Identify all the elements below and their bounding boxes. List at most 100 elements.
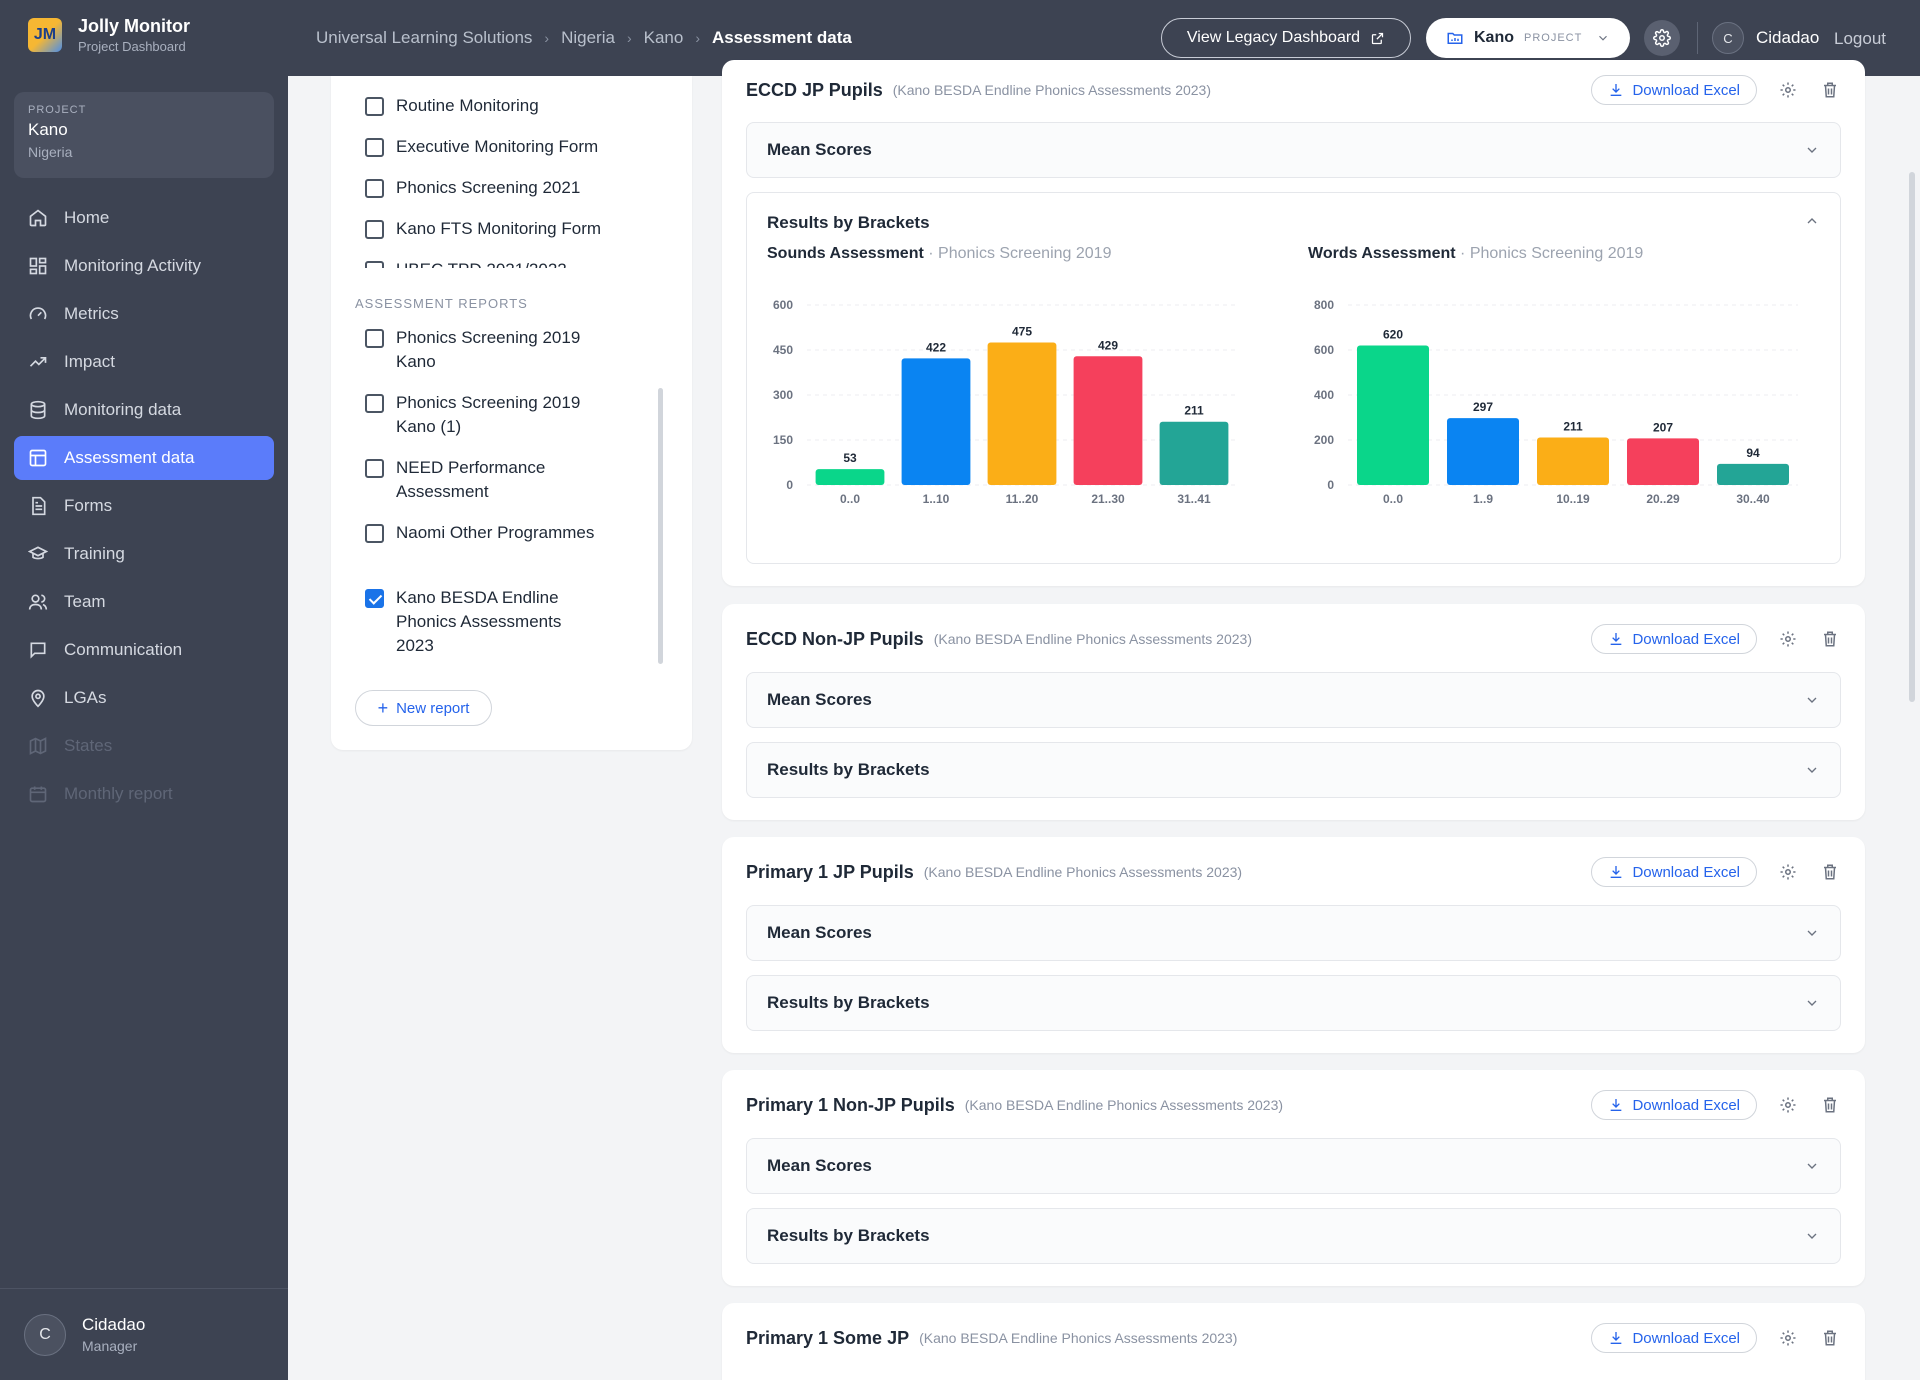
breadcrumb-item[interactable]: Kano [643, 28, 684, 47]
sidebar-item-impact[interactable]: Impact [14, 340, 274, 384]
sidebar-item-forms[interactable]: Forms [14, 484, 274, 528]
checkbox[interactable] [365, 394, 384, 413]
download-excel-button[interactable]: Download Excel [1591, 857, 1757, 887]
report-card: Primary 1 JP Pupils (Kano BESDA Endline … [722, 837, 1865, 1053]
checkbox[interactable] [365, 459, 384, 478]
sidebar-item-communication[interactable]: Communication [14, 628, 274, 672]
sidebar-item-label: Forms [64, 496, 113, 515]
logout-link[interactable]: Logout [1834, 29, 1886, 48]
accordion-mean-scores[interactable]: Mean Scores [746, 905, 1841, 961]
list-scrollbar[interactable] [658, 388, 663, 664]
report-checkbox-row[interactable]: Executive Monitoring Form [365, 135, 598, 159]
y-tick-label: 0 [786, 478, 793, 492]
x-tick-label: 11..20 [1006, 492, 1039, 506]
download-label: Download Excel [1632, 1096, 1740, 1114]
card-delete-button[interactable] [1819, 1327, 1841, 1349]
report-checkbox-row[interactable]: Routine Monitoring [365, 94, 539, 118]
accordion-mean-scores[interactable]: Mean Scores [746, 672, 1841, 728]
sidebar-item-label: Training [64, 544, 125, 563]
checkbox[interactable] [365, 261, 384, 268]
bar-value-label: 53 [843, 451, 857, 465]
legacy-button-label: View Legacy Dashboard [1186, 29, 1361, 46]
x-tick-label: 20..29 [1646, 492, 1680, 506]
download-excel-button[interactable]: Download Excel [1591, 624, 1757, 654]
bar [1627, 438, 1699, 485]
sidebar-item-monitoring-activity[interactable]: Monitoring Activity [14, 244, 274, 288]
checkbox[interactable] [365, 138, 384, 157]
report-label: Kano BESDA Endline Phonics Assessments 2… [396, 588, 562, 655]
card-settings-button[interactable] [1777, 861, 1799, 883]
card-settings-button[interactable] [1777, 628, 1799, 650]
download-icon [1611, 866, 1622, 878]
card-delete-button[interactable] [1819, 628, 1841, 650]
accordion-results-by-brackets[interactable]: Results by Brackets [746, 1208, 1841, 1264]
sidebar-item-lgas[interactable]: LGAs [14, 676, 274, 720]
sidebar-item-team[interactable]: Team [14, 580, 274, 624]
download-excel-button[interactable]: Download Excel [1591, 1323, 1757, 1353]
brand-title: Jolly Monitor [78, 16, 190, 36]
sidebar-item-assessment-data[interactable]: Assessment data [14, 436, 274, 480]
sidebar-user[interactable]: C Cidadao Manager [0, 1288, 288, 1380]
card-settings-button[interactable] [1777, 1094, 1799, 1116]
report-checkbox-row[interactable]: Kano BESDA Endline Phonics Assessments 2… [365, 586, 595, 658]
report-checkbox-row[interactable]: Kano FTS Monitoring Form [365, 217, 601, 241]
accordion-results-by-brackets[interactable]: Results by Brackets Sounds Assessment · … [746, 192, 1841, 564]
report-label: UBEC TPD 2021/2022 [396, 258, 567, 268]
x-tick-label: 10..19 [1556, 492, 1590, 506]
sidebar-item-label: Impact [64, 352, 116, 371]
home-icon [29, 209, 47, 227]
bar [1447, 418, 1519, 485]
checkbox[interactable] [365, 97, 384, 116]
breadcrumb-item[interactable]: Nigeria [561, 28, 615, 47]
card-settings-button[interactable] [1777, 79, 1799, 101]
bar-value-label: 211 [1563, 420, 1583, 434]
sidebar: PROJECT Kano Nigeria Home Monitoring Act… [0, 76, 288, 1380]
checkbox[interactable] [365, 524, 384, 543]
report-checkbox-row[interactable]: Phonics Screening 2021 [365, 176, 580, 200]
user-menu[interactable]: C Cidadao [1712, 22, 1819, 54]
checkbox[interactable] [365, 329, 384, 348]
download-excel-button[interactable]: Download Excel [1591, 1090, 1757, 1120]
new-report-button[interactable]: + New report [355, 690, 492, 726]
checkbox[interactable] [365, 220, 384, 239]
report-checkbox-row[interactable]: Naomi Other Programmes [365, 521, 595, 545]
card-title: Primary 1 Non-JP Pupils [746, 1094, 955, 1115]
report-checkbox-row[interactable]: Phonics Screening 2019 Kano [365, 326, 615, 374]
report-checkbox-row[interactable]: NEED Performance Assessment [365, 456, 615, 504]
checkbox-checked[interactable] [365, 589, 384, 608]
breadcrumb-item[interactable]: Universal Learning Solutions [316, 28, 533, 47]
sidebar-item-metrics[interactable]: Metrics [14, 292, 274, 336]
download-excel-button[interactable]: Download Excel [1591, 75, 1757, 105]
breadcrumb: Universal Learning Solutions › Nigeria ›… [316, 28, 852, 48]
checkbox[interactable] [365, 179, 384, 198]
card-delete-button[interactable] [1819, 1094, 1841, 1116]
sidebar-user-role: Manager [82, 1338, 138, 1354]
project-selector[interactable]: Kano PROJECT [1426, 18, 1630, 58]
card-delete-button[interactable] [1819, 79, 1841, 101]
sidebar-item-label: LGAs [64, 688, 107, 707]
sidebar-item-monitoring-data[interactable]: Monitoring data [14, 388, 274, 432]
accordion-mean-scores[interactable]: Mean Scores [746, 122, 1841, 178]
gear-icon [1780, 864, 1796, 880]
grid-icon [29, 257, 47, 275]
accordion-results-by-brackets[interactable]: Results by Brackets [746, 975, 1841, 1031]
report-checkbox-row[interactable]: Phonics Screening 2019 Kano (1) [365, 391, 615, 439]
sidebar-item-training[interactable]: Training [14, 532, 274, 576]
accordion-mean-scores[interactable]: Mean Scores [746, 1138, 1841, 1194]
trash-icon [1824, 1330, 1836, 1346]
accordion-results-by-brackets[interactable]: Results by Brackets [746, 742, 1841, 798]
sidebar-item-monthly-report: Monthly report [14, 772, 274, 816]
page-scrollbar[interactable] [1909, 172, 1915, 702]
chevron-down-icon [1807, 930, 1817, 936]
y-tick-label: 0 [1327, 478, 1334, 492]
settings-button[interactable] [1644, 20, 1680, 56]
y-tick-label: 450 [773, 343, 793, 357]
card-settings-button[interactable] [1777, 1327, 1799, 1349]
sidebar-item-label: Monitoring Activity [64, 256, 201, 275]
brand[interactable]: JM Jolly Monitor Project Dashboard [28, 16, 190, 54]
view-legacy-dashboard-button[interactable]: View Legacy Dashboard [1161, 18, 1411, 58]
report-checkbox-row[interactable]: UBEC TPD 2021/2022 [365, 258, 567, 268]
card-delete-button[interactable] [1819, 861, 1841, 883]
sidebar-item-home[interactable]: Home [14, 196, 274, 240]
chevron-down-icon [1807, 767, 1817, 773]
